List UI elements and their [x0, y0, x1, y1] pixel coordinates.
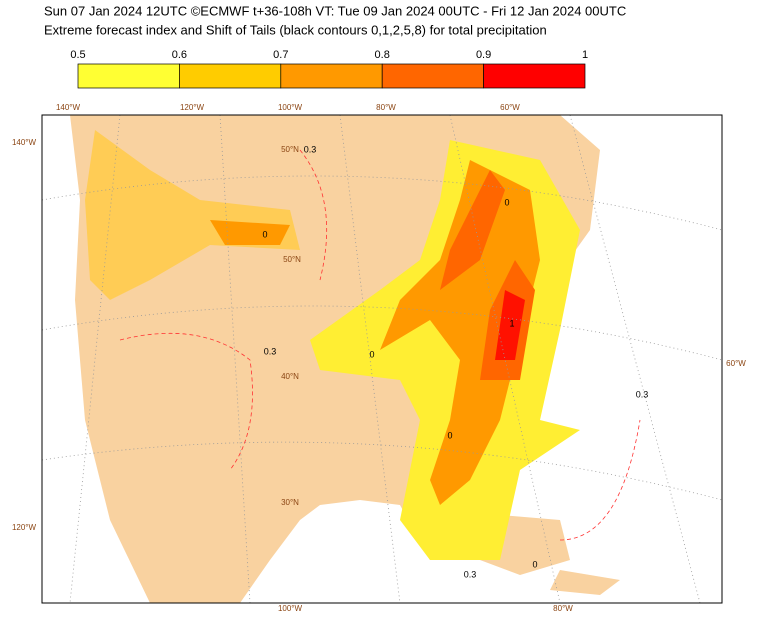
- contour-labels: 1: [509, 318, 514, 328]
- precip-west-core: [210, 220, 290, 245]
- subtitle: Extreme forecast index and Shift of Tail…: [44, 22, 547, 37]
- contour-0.3: [119, 149, 641, 541]
- contour-labels: 0: [262, 229, 267, 239]
- colorbar: 0.5 0.6 0.7 0.8 0.9 1: [70, 49, 588, 89]
- contour-labels: 0: [447, 430, 452, 440]
- contour-labels: 0: [369, 349, 374, 359]
- colorbar-tick-label: 0.5: [70, 49, 85, 61]
- map: [42, 115, 722, 603]
- top-labels: 100°W: [278, 103, 303, 112]
- left-labels: 120°W: [12, 523, 37, 532]
- colorbar-segment: [280, 63, 383, 89]
- colorbar-segment: [483, 63, 586, 89]
- colorbar-segment: [77, 63, 180, 89]
- contour-labels: 0.3: [304, 144, 317, 154]
- map-labels: 140°W 120°W 100°W 80°W 60°W140°W120°W60°W100…: [12, 103, 746, 613]
- ocean: [42, 115, 150, 603]
- colorbar-tick-label: 1: [582, 49, 588, 61]
- precip-west: [85, 130, 300, 300]
- title: Sun 07 Jan 2024 12UTC ©ECMWF t+36-108h V…: [44, 3, 626, 18]
- islands: [480, 515, 620, 595]
- colorbar-segment: [381, 63, 484, 89]
- colorbar-segment: [179, 63, 282, 89]
- colorbar-tick-label: 0.7: [273, 49, 288, 61]
- top-labels: 140°W: [56, 103, 81, 112]
- bottom-labels: 100°W: [278, 604, 303, 613]
- bottom-labels: 80°W: [553, 604, 573, 613]
- lat-labels: 50°N: [283, 255, 301, 264]
- colorbar-tick-label: 0.8: [375, 49, 390, 61]
- lat-labels: 40°N: [281, 372, 299, 381]
- precip-east-mid: [380, 160, 540, 505]
- graticule: [42, 115, 722, 603]
- contour-labels: 0: [532, 559, 537, 569]
- right-labels: 60°W: [726, 359, 746, 368]
- left-labels: 140°W: [12, 138, 37, 147]
- precip-east-max: [495, 290, 525, 360]
- lat-labels: 50°N: [281, 145, 299, 154]
- colorbar-tick-label: 0.9: [476, 49, 491, 61]
- contour-labels: 0.3: [464, 569, 477, 579]
- colorbar-tick-label: 0.6: [172, 49, 187, 61]
- lat-labels: 30°N: [281, 498, 299, 507]
- contour-labels: 0.3: [264, 346, 277, 356]
- top-labels: 80°W: [376, 103, 396, 112]
- top-labels: 60°W: [500, 103, 520, 112]
- contour-labels: 0: [504, 197, 509, 207]
- top-labels: 120°W: [180, 103, 205, 112]
- contour-labels: 0.3: [636, 389, 649, 399]
- map-frame: [41, 114, 723, 604]
